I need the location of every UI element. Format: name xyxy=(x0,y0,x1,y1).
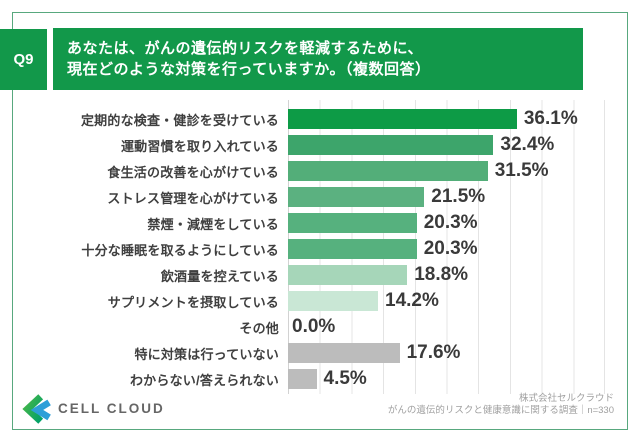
survey-caption: がんの遺伝的リスクと健康意識に関する調査｜n=330 xyxy=(387,405,614,416)
bar-track: 14.2% xyxy=(288,288,640,314)
company-name: 株式会社セルクラウド xyxy=(518,393,614,404)
outer-frame xyxy=(12,12,628,430)
bar-track: 21.5% xyxy=(288,184,640,210)
category-label: わからない/答えられない xyxy=(129,372,279,388)
bar xyxy=(288,187,425,207)
category-label: 禁煙・減煙をしている xyxy=(147,216,279,232)
question-text-line1: あなたは、がんの遺伝的リスクを軽減するために、 xyxy=(67,40,424,57)
category-label: 運動習慣を取り入れている xyxy=(120,138,279,154)
bar xyxy=(288,369,317,389)
bar-track: 32.4% xyxy=(288,132,640,158)
question-text-line2: 現在どのような対策を行っていますか。（複数回答） xyxy=(67,61,431,78)
bar-track: 0.0% xyxy=(288,314,640,340)
value-label: 20.3% xyxy=(423,212,478,233)
brand-name: CELL CLOUD xyxy=(58,401,165,416)
chart-row: 定期的な検査・健診を受けている 36.1% xyxy=(0,106,640,132)
question-banner: あなたは、がんの遺伝的リスクを軽減するために、 現在どのような対策を行っています… xyxy=(53,28,583,90)
chart-row: わからない/答えられない 4.5% xyxy=(0,366,640,392)
bar-track: 20.3% xyxy=(288,236,640,262)
bar-track: 31.5% xyxy=(288,158,640,184)
bar xyxy=(288,135,494,155)
category-label: その他 xyxy=(239,320,279,336)
value-label: 17.6% xyxy=(406,342,461,363)
bar xyxy=(288,109,517,129)
value-label: 32.4% xyxy=(500,134,555,155)
chart-row: 食生活の改善を心がけている 31.5% xyxy=(0,158,640,184)
chart-row: 運動習慣を取り入れている 32.4% xyxy=(0,132,640,158)
question-number: Q9 xyxy=(13,51,34,68)
bar xyxy=(288,161,488,181)
bar-track: 36.1% xyxy=(288,106,640,132)
category-label: 十分な睡眠を取るようにしている xyxy=(81,242,279,258)
value-label: 4.5% xyxy=(323,368,367,389)
bar xyxy=(288,239,417,259)
category-label: 飲酒量を控えている xyxy=(160,268,279,284)
value-label: 20.3% xyxy=(423,238,478,259)
bar-track: 20.3% xyxy=(288,210,640,236)
bar-chart: 定期的な検査・健診を受けている 36.1% 運動習慣を取り入れている 32.4% 食生活… xyxy=(0,106,640,392)
question-number-badge: Q9 xyxy=(0,29,47,90)
chart-row: 十分な睡眠を取るようにしている 20.3% xyxy=(0,236,640,262)
value-label: 36.1% xyxy=(523,108,578,129)
value-label: 0.0% xyxy=(292,316,336,337)
bar-track: 4.5% xyxy=(288,366,640,392)
category-label: 定期的な検査・健診を受けている xyxy=(80,112,279,128)
bar-track: 17.6% xyxy=(288,340,640,366)
category-label: 特に対策は行っていない xyxy=(134,346,279,362)
chart-row: 禁煙・減煙をしている 20.3% xyxy=(0,210,640,236)
chart-row: 飲酒量を控えている 18.8% xyxy=(0,262,640,288)
value-label: 21.5% xyxy=(431,186,486,207)
category-label: 食生活の改善を心がけている xyxy=(107,164,279,180)
value-label: 31.5% xyxy=(494,160,549,181)
chart-row: 特に対策は行っていない 17.6% xyxy=(0,340,640,366)
cell-cloud-logo-icon xyxy=(22,394,51,424)
bar xyxy=(288,213,417,233)
bar-track: 18.8% xyxy=(288,262,640,288)
chart-row: サプリメントを摂取している 14.2% xyxy=(0,288,640,314)
category-label: サプリメントを摂取している xyxy=(107,294,279,310)
category-label: ストレス管理を心がけている xyxy=(107,190,279,206)
chart-row: その他 0.0% xyxy=(0,314,640,340)
bar xyxy=(288,265,408,285)
chart-row: ストレス管理を心がけている 21.5% xyxy=(0,184,640,210)
bar xyxy=(288,291,379,311)
value-label: 14.2% xyxy=(385,290,439,311)
value-label: 18.8% xyxy=(414,264,469,285)
footer-credit: 株式会社セルクラウド がんの遺伝的リスクと健康意識に関する調査｜n=330 xyxy=(388,393,614,417)
bar xyxy=(288,343,400,363)
